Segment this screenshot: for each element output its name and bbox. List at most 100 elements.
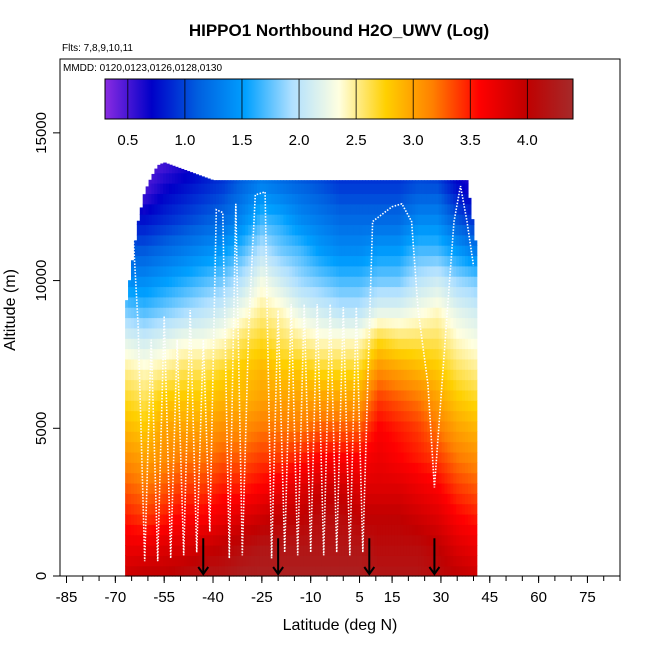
heatmap-cell [277,265,282,277]
heatmap-cell [125,317,129,329]
heatmap-cell [362,400,366,412]
heatmap-cell [435,555,440,567]
heatmap-cell [318,276,323,288]
heatmap-cell [336,265,340,277]
heatmap-cell [365,555,369,567]
heatmap-cell [292,317,296,329]
heatmap-cell [429,224,434,236]
heatmap-cell [450,265,454,277]
heatmap-cell [465,358,469,370]
heatmap-cell [415,451,419,463]
heatmap-cell [221,307,226,319]
heatmap-cell [470,462,475,474]
heatmap-cell [262,503,267,515]
heatmap-cell [195,503,199,515]
heatmap-cell [403,276,408,288]
heatmap-cell [456,420,460,432]
heatmap-cell [166,234,170,246]
heatmap-cell [403,327,408,339]
heatmap-cell [421,389,425,401]
heatmap-cell [403,389,408,401]
heatmap-cell [192,317,197,329]
heatmap-cell [382,265,387,277]
heatmap-cell [441,389,446,401]
heatmap-cell [412,203,416,215]
heatmap-cell [265,544,270,556]
heatmap-cell [172,245,176,257]
heatmap-cell [333,441,337,453]
heatmap-cell [380,482,384,494]
heatmap-cell [377,472,381,484]
heatmap-cell [177,379,182,391]
heatmap-cell [435,358,440,370]
heatmap-cell [172,165,176,174]
heatmap-cell [125,493,129,505]
heatmap-cell [426,203,431,215]
heatmap-cell [470,307,475,319]
heatmap-cell [359,555,364,567]
heatmap-cell [130,286,135,298]
heatmap-cell [315,451,320,463]
heatmap-cell [415,513,419,525]
heatmap-cell [426,317,431,329]
heatmap-cell [198,493,202,505]
heatmap-cell [315,193,320,205]
heatmap-cell [280,183,284,195]
heatmap-cell [365,348,369,360]
heatmap-cell [145,265,150,277]
heatmap-cell [125,441,129,453]
heatmap-cell [130,503,135,515]
heatmap-cell [432,286,437,298]
heatmap-cell [221,369,226,381]
heatmap-cell [300,420,305,432]
heatmap-cell [394,379,399,391]
heatmap-cell [283,265,287,277]
heatmap-cell [429,441,434,453]
heatmap-cell [470,503,475,515]
heatmap-cell [277,389,282,401]
heatmap-cell [254,234,258,246]
heatmap-cell [256,286,261,298]
heatmap-cell [218,420,223,432]
heatmap-cell [298,348,302,360]
heatmap-cell [274,462,279,474]
heatmap-cell [462,472,466,484]
heatmap-cell [262,286,267,298]
heatmap-cell [456,203,460,215]
heatmap-cell [139,534,144,546]
heatmap-cell [397,214,402,226]
heatmap-cell [394,503,399,515]
heatmap-cell [347,524,352,536]
heatmap-cell [198,317,202,329]
heatmap-cell [388,307,393,319]
heatmap-cell [163,472,167,484]
heatmap-cell [315,503,320,515]
heatmap-cell [142,513,147,525]
heatmap-cell [254,296,258,308]
heatmap-cell [470,524,475,536]
heatmap-cell [330,513,334,525]
heatmap-cell [327,493,331,505]
heatmap-cell [309,565,314,577]
heatmap-cell [186,203,191,215]
heatmap-cell [318,493,323,505]
heatmap-cell [174,348,179,360]
heatmap-cell [148,286,153,298]
heatmap-cell [230,503,235,515]
heatmap-cell [218,338,223,350]
heatmap-cell [280,451,284,463]
heatmap-cell [324,431,328,443]
heatmap-cell [160,224,164,236]
heatmap-cell [391,296,396,308]
heatmap-cell [318,555,323,567]
heatmap-cell [371,245,375,257]
heatmap-cell [385,524,390,536]
heatmap-cell [447,348,451,360]
heatmap-cell [409,327,413,339]
heatmap-cell [462,503,466,515]
heatmap-cell [283,307,287,319]
heatmap-cell [295,555,299,567]
heatmap-cell [467,276,472,288]
heatmap-cell [315,420,320,432]
heatmap-cell [189,203,194,215]
